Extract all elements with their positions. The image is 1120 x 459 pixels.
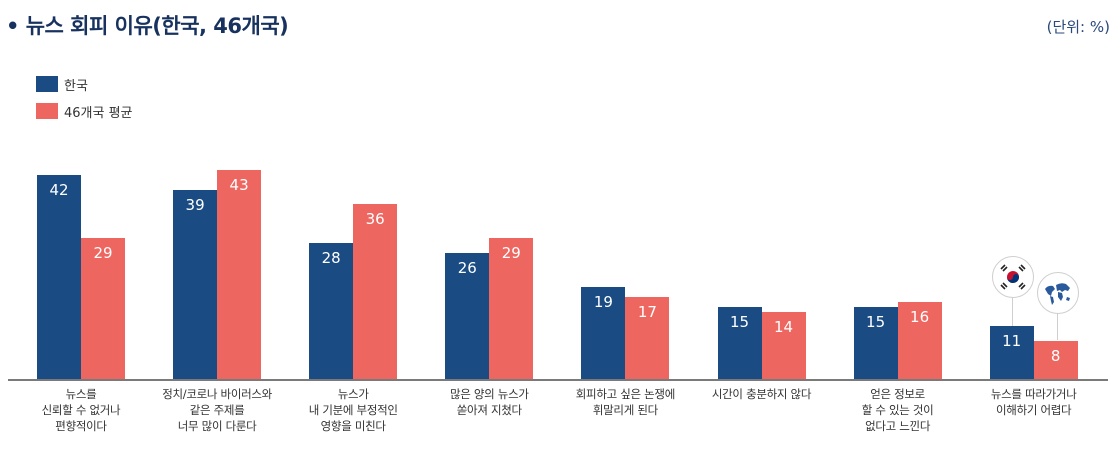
bar-average: 8 — [1033, 341, 1078, 380]
category-label: 시간이 충분하지 않다 — [711, 387, 812, 401]
bar-value-label: 39 — [185, 196, 205, 214]
korea-flag-icon — [992, 256, 1034, 298]
legend-label-average: 46개국 평균 — [64, 105, 133, 121]
globe-icon — [1037, 272, 1079, 314]
bar-value-label: 11 — [1002, 332, 1022, 350]
bar-value-label: 36 — [365, 210, 385, 228]
legend-swatch-korea — [36, 76, 58, 92]
bar-korea: 15 — [717, 307, 762, 380]
category-label: 뉴스가 내 기분에 부정적인 영향을 미친다 — [308, 387, 398, 433]
bar-value-label: 15 — [866, 313, 886, 331]
bar-average: 16 — [897, 302, 942, 380]
bar-value-label: 19 — [593, 293, 613, 311]
bar-average: 43 — [217, 170, 262, 380]
bar-average: 29 — [489, 238, 534, 380]
bar-value-label: 15 — [729, 313, 750, 331]
bar-korea: 42 — [37, 175, 81, 380]
legend-label-korea: 한국 — [64, 78, 88, 94]
bar-value-label: 43 — [229, 176, 249, 194]
bar-value-label: 26 — [457, 259, 477, 277]
bar-value-label: 29 — [501, 244, 521, 262]
legend-item-average: 46개국 평균 — [36, 99, 133, 123]
legend-swatch-average — [36, 103, 58, 119]
bar-korea: 26 — [445, 253, 490, 380]
bar-value-label: 8 — [1050, 347, 1061, 365]
category-label: 회피하고 싶은 논쟁에 휘말리게 된다 — [575, 387, 676, 417]
bar-korea: 11 — [989, 326, 1034, 380]
category-label: 얻은 정보로 할 수 있는 것이 없다고 느낀다 — [861, 387, 934, 433]
chart-title: • 뉴스 회피 이유(한국, 46개국) — [6, 14, 289, 38]
bar-korea: 28 — [309, 243, 354, 380]
bar-value-label: 14 — [773, 318, 794, 336]
category-label: 뉴스를 따라가거나 이해하기 어렵다 — [990, 387, 1077, 417]
category-label: 많은 양의 뉴스가 쏟아져 지쳤다 — [449, 387, 529, 417]
bar-korea: 15 — [853, 307, 898, 380]
bar-average: 36 — [353, 204, 398, 380]
globe-marker-stem — [1057, 313, 1058, 340]
category-label: 뉴스를 신뢰할 수 없거나 편향적이다 — [41, 387, 121, 433]
bar-value-label: 17 — [637, 303, 657, 321]
bar-value-label: 16 — [910, 308, 930, 326]
bar-average: 29 — [81, 238, 125, 380]
bar-korea: 39 — [173, 190, 218, 380]
bar-value-label: 29 — [93, 244, 113, 262]
bar-value-label: 28 — [321, 249, 341, 267]
korea-marker-stem — [1012, 296, 1013, 326]
x-axis-line — [8, 379, 1108, 381]
bar-value-label: 42 — [49, 181, 69, 199]
legend: 한국 46개국 평균 — [36, 72, 133, 126]
bar-korea: 19 — [581, 287, 626, 380]
legend-item-korea: 한국 — [36, 72, 133, 96]
bar-average: 17 — [625, 297, 670, 380]
bar-average: 14 — [761, 312, 806, 380]
category-label: 정치/코로나 바이러스와 같은 주제를 너무 많이 다룬다 — [162, 387, 272, 433]
unit-label: (단위: %) — [1046, 18, 1110, 36]
